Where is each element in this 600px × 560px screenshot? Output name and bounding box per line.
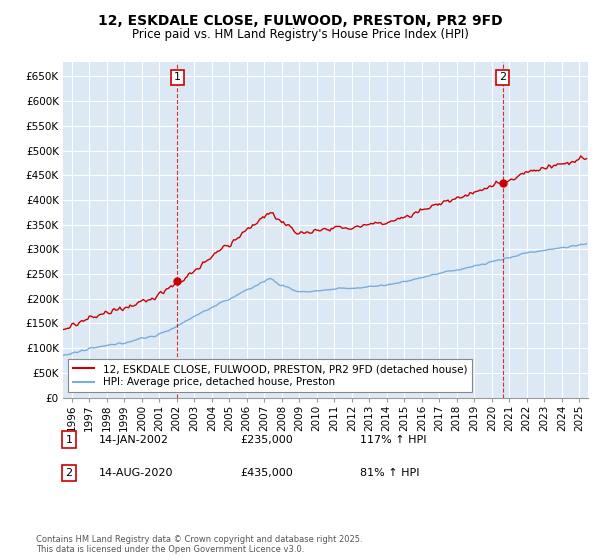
- Text: Contains HM Land Registry data © Crown copyright and database right 2025.
This d: Contains HM Land Registry data © Crown c…: [36, 535, 362, 554]
- Text: £235,000: £235,000: [240, 435, 293, 445]
- Text: £435,000: £435,000: [240, 468, 293, 478]
- Text: 14-JAN-2002: 14-JAN-2002: [99, 435, 169, 445]
- Text: 81% ↑ HPI: 81% ↑ HPI: [360, 468, 419, 478]
- Text: 14-AUG-2020: 14-AUG-2020: [99, 468, 173, 478]
- Text: 117% ↑ HPI: 117% ↑ HPI: [360, 435, 427, 445]
- Legend: 12, ESKDALE CLOSE, FULWOOD, PRESTON, PR2 9FD (detached house), HPI: Average pric: 12, ESKDALE CLOSE, FULWOOD, PRESTON, PR2…: [68, 359, 472, 393]
- Text: 1: 1: [65, 435, 73, 445]
- Text: 12, ESKDALE CLOSE, FULWOOD, PRESTON, PR2 9FD: 12, ESKDALE CLOSE, FULWOOD, PRESTON, PR2…: [98, 14, 502, 28]
- Text: 1: 1: [174, 72, 181, 82]
- Text: 2: 2: [65, 468, 73, 478]
- Text: Price paid vs. HM Land Registry's House Price Index (HPI): Price paid vs. HM Land Registry's House …: [131, 28, 469, 41]
- Text: 2: 2: [499, 72, 506, 82]
